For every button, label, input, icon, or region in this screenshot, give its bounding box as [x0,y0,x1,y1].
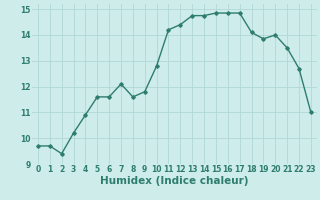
X-axis label: Humidex (Indice chaleur): Humidex (Indice chaleur) [100,176,249,186]
